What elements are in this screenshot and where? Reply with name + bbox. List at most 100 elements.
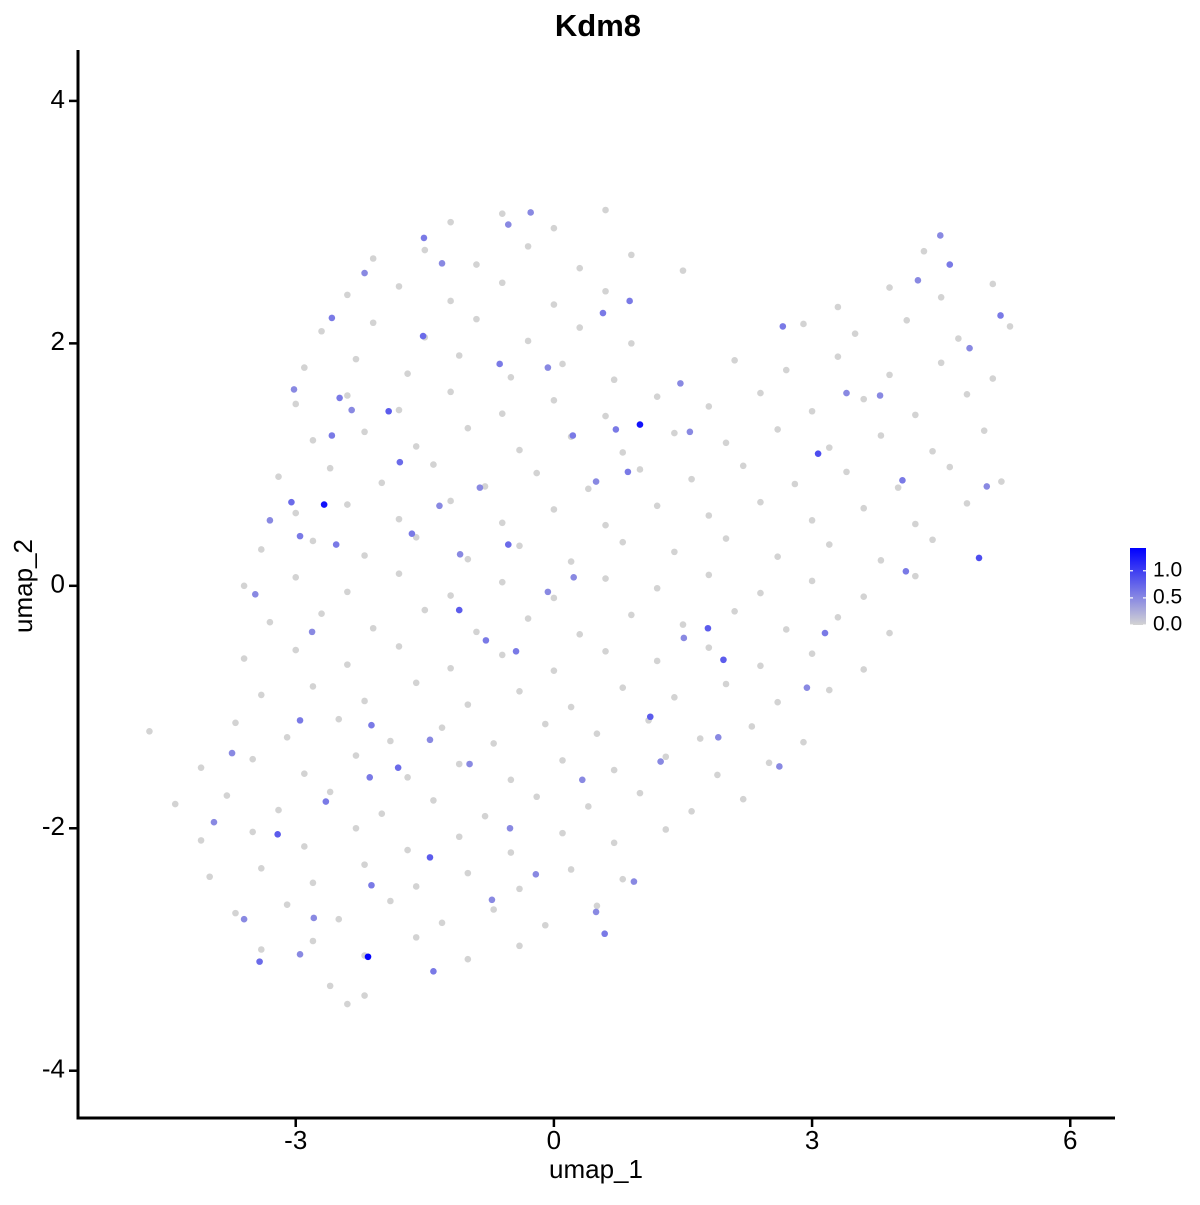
colorbar bbox=[1130, 548, 1146, 625]
x-axis-label: umap_1 bbox=[549, 1154, 643, 1184]
point bbox=[421, 606, 429, 614]
point bbox=[223, 792, 231, 799]
point bbox=[385, 407, 392, 415]
point bbox=[404, 846, 411, 854]
point bbox=[275, 806, 282, 814]
point bbox=[256, 958, 263, 965]
point bbox=[739, 795, 747, 803]
point bbox=[274, 831, 281, 838]
point bbox=[774, 426, 781, 433]
point bbox=[929, 447, 936, 455]
point bbox=[757, 589, 764, 597]
point bbox=[369, 319, 377, 327]
point bbox=[602, 575, 609, 582]
point bbox=[550, 506, 558, 513]
point bbox=[328, 314, 336, 322]
point bbox=[559, 360, 566, 368]
point bbox=[498, 279, 506, 287]
point bbox=[512, 647, 520, 655]
point bbox=[686, 428, 694, 436]
point bbox=[825, 444, 833, 451]
point bbox=[516, 942, 523, 950]
point bbox=[532, 871, 540, 878]
point bbox=[369, 255, 377, 262]
point bbox=[559, 829, 566, 837]
point bbox=[361, 697, 368, 705]
point bbox=[774, 553, 781, 561]
point bbox=[197, 837, 205, 844]
point bbox=[544, 364, 552, 371]
point bbox=[886, 371, 893, 379]
point bbox=[920, 247, 928, 255]
point bbox=[490, 740, 497, 747]
point bbox=[843, 389, 850, 397]
point bbox=[680, 634, 688, 642]
point bbox=[464, 869, 472, 877]
point bbox=[456, 550, 464, 558]
point bbox=[447, 297, 454, 305]
point bbox=[310, 914, 318, 922]
point bbox=[601, 930, 608, 938]
point bbox=[447, 388, 454, 396]
point bbox=[498, 210, 506, 217]
point bbox=[326, 982, 334, 990]
point bbox=[455, 352, 463, 359]
point bbox=[705, 571, 713, 579]
point bbox=[720, 656, 727, 664]
point bbox=[679, 267, 687, 274]
point bbox=[774, 698, 781, 706]
point bbox=[436, 502, 443, 510]
point bbox=[657, 758, 664, 765]
point bbox=[765, 759, 773, 767]
point bbox=[966, 344, 973, 352]
point bbox=[506, 824, 514, 832]
point bbox=[989, 280, 997, 288]
point bbox=[567, 558, 575, 565]
point bbox=[395, 643, 403, 650]
point bbox=[980, 427, 988, 434]
point bbox=[326, 464, 334, 472]
point bbox=[361, 428, 368, 436]
point bbox=[498, 578, 506, 586]
point bbox=[473, 628, 480, 636]
point bbox=[430, 968, 437, 975]
point bbox=[301, 364, 308, 371]
point bbox=[228, 749, 236, 757]
point bbox=[722, 535, 730, 542]
point bbox=[619, 875, 627, 883]
point bbox=[946, 261, 954, 268]
point bbox=[507, 374, 515, 381]
point bbox=[757, 389, 764, 397]
point bbox=[739, 462, 747, 470]
point bbox=[602, 412, 609, 420]
point bbox=[860, 666, 868, 673]
point bbox=[438, 919, 446, 927]
point bbox=[352, 355, 360, 363]
point bbox=[318, 327, 325, 335]
point bbox=[593, 730, 601, 738]
point bbox=[998, 478, 1005, 485]
point bbox=[843, 468, 850, 476]
point bbox=[455, 760, 463, 768]
point bbox=[240, 655, 248, 662]
point bbox=[630, 878, 638, 885]
point bbox=[498, 410, 506, 417]
point bbox=[404, 370, 411, 377]
point bbox=[599, 309, 607, 317]
point bbox=[240, 582, 248, 590]
point bbox=[292, 574, 300, 581]
point bbox=[481, 812, 489, 820]
point bbox=[404, 774, 411, 781]
point bbox=[653, 502, 661, 510]
point bbox=[541, 921, 549, 929]
point bbox=[455, 833, 463, 841]
point bbox=[714, 771, 721, 779]
point bbox=[705, 644, 713, 651]
point bbox=[344, 661, 351, 668]
point bbox=[886, 284, 893, 291]
point bbox=[524, 337, 532, 345]
point bbox=[507, 776, 515, 784]
point bbox=[825, 541, 833, 548]
point bbox=[782, 626, 790, 633]
